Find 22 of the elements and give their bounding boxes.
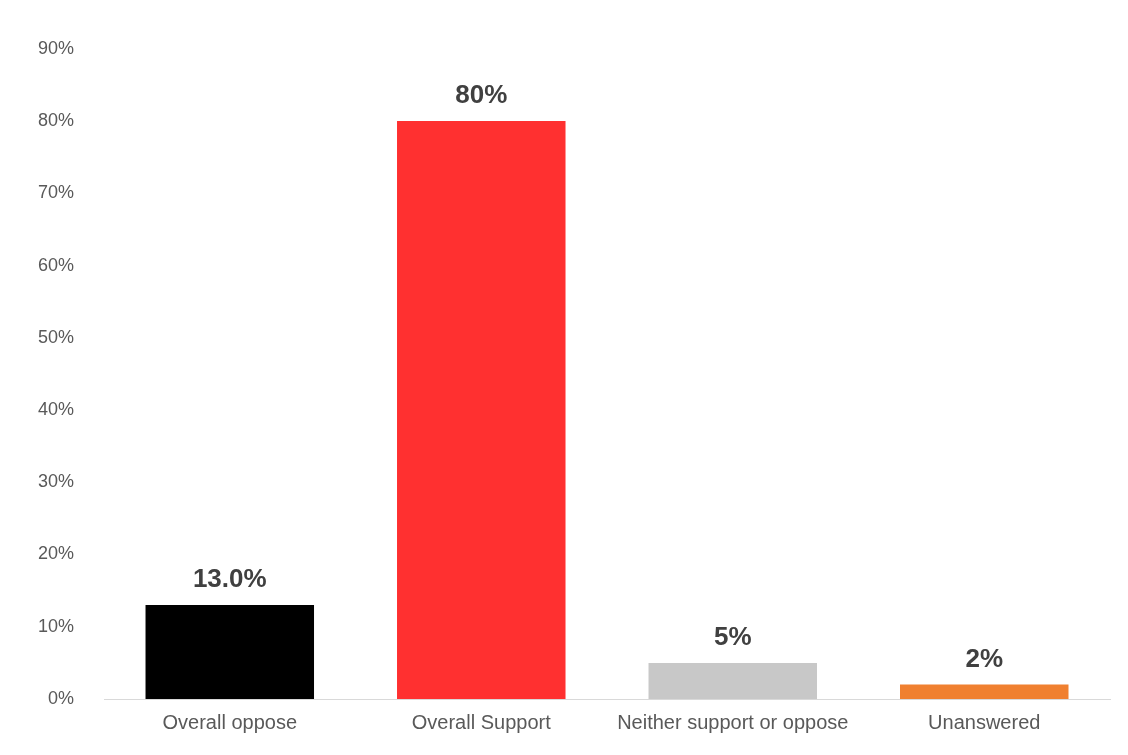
y-tick-label: 30% xyxy=(38,471,75,492)
y-tick-label: 80% xyxy=(38,110,75,131)
x-tick-label: Overall Support xyxy=(411,710,552,733)
y-tick-label: 70% xyxy=(38,182,75,203)
y-tick-label: 10% xyxy=(38,615,75,636)
y-tick-label: 0% xyxy=(48,687,75,708)
data-label: 5% xyxy=(713,621,752,652)
bar xyxy=(145,605,315,699)
bar xyxy=(648,662,818,699)
data-label: 13.0% xyxy=(192,563,267,594)
y-tick-label: 50% xyxy=(38,326,75,347)
y-tick-label: 60% xyxy=(38,254,75,275)
y-tick-label: 40% xyxy=(38,398,75,419)
x-tick-label: Neither support or oppose xyxy=(617,710,849,733)
data-label: 80% xyxy=(455,79,508,110)
bar xyxy=(900,684,1069,699)
x-tick-label: Unanswered xyxy=(928,710,1041,733)
x-tick-label: Overall oppose xyxy=(162,710,298,733)
y-tick-label: 90% xyxy=(38,37,75,58)
data-label: 2% xyxy=(965,642,1004,673)
bar xyxy=(397,121,566,699)
y-tick-label: 20% xyxy=(38,543,75,564)
